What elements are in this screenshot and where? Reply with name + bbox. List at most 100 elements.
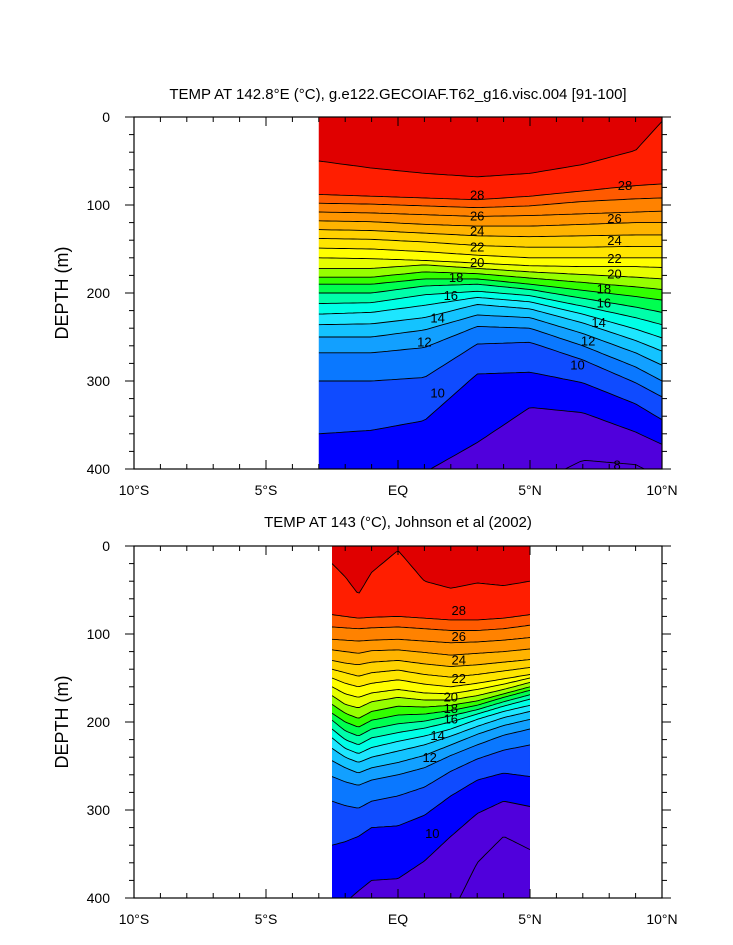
- isotherm-line: [564, 459, 646, 469]
- temperature-band: [459, 836, 530, 898]
- svg-text:22: 22: [451, 671, 465, 686]
- x-tick-label: 5°S: [255, 911, 278, 927]
- svg-text:26: 26: [607, 211, 621, 226]
- isotherm-line: [332, 698, 530, 745]
- isotherm-line: [332, 637, 530, 644]
- isotherm-line: [318, 296, 662, 339]
- isotherm-line: [349, 801, 530, 898]
- x-tick-label: 5°N: [518, 911, 542, 927]
- svg-text:20: 20: [470, 255, 484, 270]
- contour-label: 22: [470, 239, 484, 254]
- temperature-band: [564, 460, 646, 469]
- y-tick-label: 300: [87, 373, 111, 389]
- contour-label: 14: [591, 315, 605, 330]
- isotherm-line: [332, 550, 530, 594]
- contour-label: 16: [444, 711, 458, 726]
- isotherm-line: [318, 341, 662, 398]
- svg-text:18: 18: [597, 282, 611, 297]
- isotherm-line: [318, 326, 662, 382]
- y-axis-label: DEPTH (m): [52, 247, 72, 340]
- contour-label: 18: [444, 701, 458, 716]
- y-tick-label: 0: [102, 109, 110, 125]
- svg-text:26: 26: [451, 629, 465, 644]
- isotherm-line: [318, 247, 662, 259]
- contour-label: 18: [449, 270, 463, 285]
- contour-label: 28: [470, 187, 484, 202]
- x-tick-label: 10°N: [646, 482, 677, 498]
- svg-text:16: 16: [444, 711, 458, 726]
- y-tick-label: 300: [87, 802, 111, 818]
- contour-label: 20: [470, 255, 484, 270]
- x-tick-label: EQ: [388, 911, 408, 927]
- contour-label: 8: [614, 458, 621, 469]
- isotherm-line: [332, 666, 530, 678]
- isotherm-line: [332, 744, 530, 809]
- x-tick-label: 5°N: [518, 482, 542, 498]
- isotherm-line: [332, 624, 530, 631]
- svg-text:12: 12: [422, 750, 436, 765]
- isotherm-line: [318, 237, 662, 248]
- isotherm-line: [332, 710, 530, 763]
- contour-label: 24: [470, 224, 484, 239]
- svg-text:18: 18: [449, 270, 463, 285]
- isotherm-line: [332, 704, 530, 754]
- isotherm-line: [318, 278, 662, 301]
- svg-text:22: 22: [607, 251, 621, 266]
- y-tick-label: 100: [87, 197, 111, 213]
- svg-text:14: 14: [430, 311, 444, 326]
- isotherm-line: [318, 220, 662, 227]
- contour-label: 28: [618, 178, 632, 193]
- svg-text:28: 28: [470, 187, 484, 202]
- contour-label: 26: [451, 629, 465, 644]
- isotherm-line: [318, 257, 662, 268]
- isotherm-line: [332, 718, 530, 774]
- isotherm-line: [332, 772, 530, 846]
- panel-title: TEMP AT 143 (°C), Johnson et al (2002): [264, 514, 532, 531]
- svg-text:22: 22: [470, 239, 484, 254]
- isotherm-line: [332, 648, 530, 656]
- contour-label: 10: [425, 826, 439, 841]
- isotherm-line: [318, 264, 662, 280]
- panel-title: TEMP AT 142.8°E (°C), g.e122.GECOIAF.T62…: [169, 86, 626, 103]
- isotherm-line: [429, 407, 662, 469]
- isotherm-line: [332, 694, 530, 737]
- isotherm-line: [318, 197, 662, 209]
- svg-text:24: 24: [451, 653, 465, 668]
- y-tick-label: 400: [87, 890, 111, 906]
- svg-text:18: 18: [444, 701, 458, 716]
- contour-label: 18: [597, 282, 611, 297]
- contour-label: 12: [417, 334, 431, 349]
- x-tick-label: 10°N: [646, 911, 677, 927]
- svg-text:20: 20: [607, 267, 621, 282]
- y-tick-label: 200: [87, 285, 111, 301]
- svg-text:12: 12: [581, 334, 595, 349]
- svg-text:28: 28: [618, 178, 632, 193]
- isotherm-line: [318, 290, 662, 326]
- isotherm-line: [318, 271, 662, 290]
- svg-text:24: 24: [470, 224, 484, 239]
- isotherm-line: [332, 728, 530, 786]
- contour-label: 16: [597, 296, 611, 311]
- svg-text:12: 12: [417, 334, 431, 349]
- contour-label: 12: [422, 750, 436, 765]
- svg-text:16: 16: [597, 296, 611, 311]
- contour-label: 10: [570, 357, 584, 372]
- svg-text:28: 28: [451, 603, 465, 618]
- isotherm-line: [318, 314, 662, 366]
- isotherm-line: [332, 689, 530, 728]
- y-tick-label: 0: [102, 538, 110, 554]
- svg-text:24: 24: [607, 233, 621, 248]
- isotherm-line: [318, 283, 662, 313]
- contour-label: 22: [607, 251, 621, 266]
- svg-text:10: 10: [425, 826, 439, 841]
- isotherm-line: [318, 304, 662, 352]
- isotherm-line: [332, 614, 530, 621]
- isotherm-line: [332, 681, 530, 708]
- svg-text:10: 10: [430, 385, 444, 400]
- isotherm-line: [318, 210, 662, 217]
- panel-observed-temperature: TEMP AT 143 (°C), Johnson et al (2002) D…: [52, 514, 678, 927]
- svg-text:20: 20: [444, 689, 458, 704]
